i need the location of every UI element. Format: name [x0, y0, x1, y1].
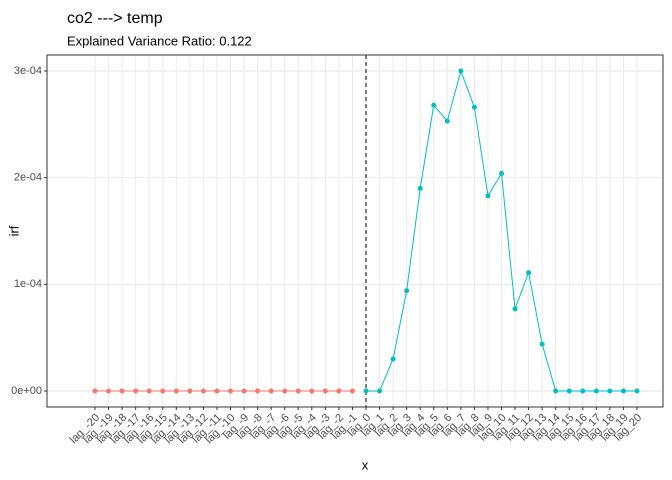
- point: [146, 388, 152, 394]
- point: [119, 388, 125, 394]
- point: [458, 68, 464, 74]
- point: [607, 388, 613, 394]
- point: [404, 288, 410, 294]
- point: [526, 270, 532, 276]
- point: [444, 118, 450, 124]
- point: [255, 388, 261, 394]
- y-axis-label: irf: [6, 225, 21, 236]
- point: [295, 388, 301, 394]
- point: [431, 102, 437, 108]
- point: [309, 388, 315, 394]
- point: [485, 193, 491, 199]
- point: [187, 388, 193, 394]
- point: [471, 104, 477, 110]
- point: [580, 388, 586, 394]
- point: [322, 388, 328, 394]
- point: [512, 306, 518, 312]
- point: [173, 388, 179, 394]
- y-tick-label: 1e-04: [14, 278, 42, 290]
- chart-title: co2 ---> temp: [67, 10, 163, 27]
- panel-border: [46, 54, 664, 408]
- point: [363, 388, 369, 394]
- point: [390, 356, 396, 362]
- point: [349, 388, 355, 394]
- point: [282, 388, 288, 394]
- point: [377, 388, 383, 394]
- point: [634, 388, 640, 394]
- point: [620, 388, 626, 394]
- point: [336, 388, 342, 394]
- y-tick-label: 0e+00: [11, 385, 42, 397]
- point: [106, 388, 112, 394]
- point: [160, 388, 166, 394]
- point: [553, 388, 559, 394]
- point: [539, 341, 545, 347]
- point: [228, 388, 233, 394]
- point: [417, 185, 423, 191]
- chart-subtitle: Explained Variance Ratio: 0.122: [67, 33, 252, 48]
- point: [268, 388, 274, 394]
- point: [200, 388, 206, 394]
- x-axis-label: x: [362, 457, 369, 472]
- y-tick-label: 3e-04: [14, 65, 42, 77]
- point: [241, 388, 247, 394]
- point: [566, 388, 572, 394]
- point: [133, 388, 139, 394]
- point: [214, 388, 220, 394]
- point: [593, 388, 599, 394]
- point: [92, 388, 98, 394]
- plot-panel: [47, 55, 663, 407]
- y-tick-label: 2e-04: [14, 172, 42, 184]
- point: [499, 170, 504, 176]
